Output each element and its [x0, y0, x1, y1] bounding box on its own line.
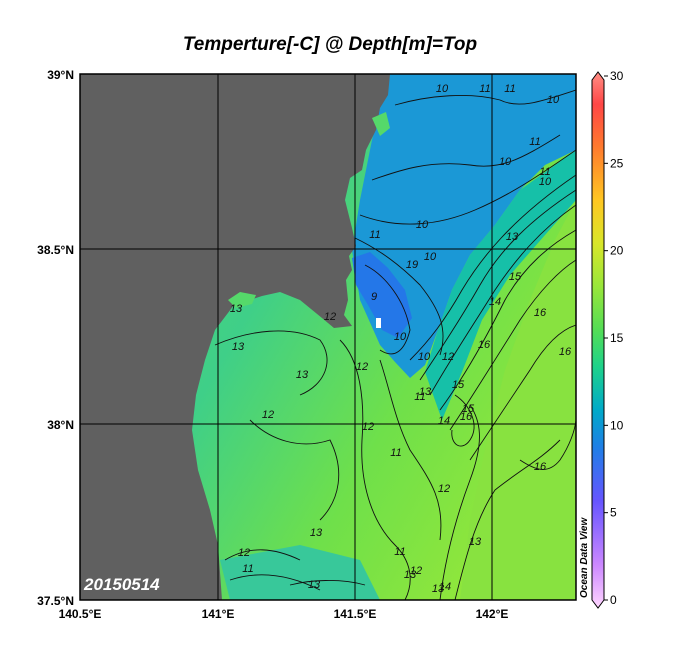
colorbar-tick-label: 0: [610, 593, 617, 607]
contour-label: 12: [356, 361, 368, 373]
contour-label: 13: [310, 527, 323, 539]
lat-label: 37.5°N: [37, 594, 74, 608]
contour-label: 10: [416, 219, 429, 231]
contour-label: 19: [406, 259, 418, 271]
contour-label: 15: [462, 403, 475, 415]
contour-label: 13: [432, 583, 445, 595]
lon-label: 141°E: [202, 607, 235, 621]
contour-label: 12: [324, 311, 336, 323]
contour-label: 12: [438, 483, 450, 495]
contour-label: 16: [534, 307, 547, 319]
contour-label: 10: [547, 94, 560, 106]
lon-label: 142°E: [476, 607, 509, 621]
lon-label: 140.5°E: [59, 607, 102, 621]
lat-label: 39°N: [47, 68, 74, 82]
longitude-axis: 140.5°E 141°E 141.5°E 142°E: [59, 607, 509, 621]
contour-label: 12: [238, 547, 250, 559]
contour-label: 12: [442, 351, 454, 363]
contour-label: 15: [452, 379, 465, 391]
contour-label: 14: [438, 415, 450, 427]
lat-label: 38°N: [47, 418, 74, 432]
lat-label: 38.5°N: [37, 243, 74, 257]
graticule: [80, 74, 576, 600]
colorbar-tick-label: 30: [610, 69, 624, 83]
colorbar-tick-label: 10: [610, 418, 624, 432]
colorbar-tick-label: 15: [610, 331, 624, 345]
contour-label: 11: [414, 391, 425, 403]
inlet-water: [372, 112, 390, 136]
colorbar-tick-label: 5: [610, 506, 617, 520]
contour-label: 10: [499, 156, 512, 168]
coastal-cool-band: [220, 545, 380, 600]
latitude-axis: 39°N 38.5°N 38°N 37.5°N: [37, 68, 74, 608]
map-title: Temperture[-C] @ Depth[m]=Top: [182, 34, 478, 55]
date-label: 20150514: [83, 575, 160, 594]
lon-label: 141.5°E: [334, 607, 377, 621]
contour-label: 13: [230, 303, 243, 315]
contour-label: 10: [394, 331, 407, 343]
contour-label: 11: [394, 546, 405, 558]
contour-label: 16: [534, 461, 547, 473]
contour-label: 13: [404, 569, 417, 581]
colorbar-tick-label: 25: [610, 156, 624, 170]
contour-label: 10: [436, 83, 449, 95]
colder-water-patch: [352, 252, 412, 338]
contour-label: 16: [460, 411, 473, 423]
land-mass: [80, 74, 390, 600]
map-frame: [79, 73, 577, 601]
colorbar-tick-label: 20: [610, 244, 624, 258]
contour-label: 12: [410, 565, 422, 577]
contour-label: 11: [369, 229, 380, 241]
contour-label: 11: [504, 83, 515, 95]
contour-lines: [214, 89, 576, 600]
colorbar-scale: [591, 71, 605, 609]
contour-label: 16: [559, 346, 572, 358]
contour-label: 11: [529, 136, 540, 148]
contour-label: 13: [419, 386, 432, 398]
ocean-data-view-watermark: Ocean Data View: [579, 517, 590, 598]
contour-label: 10: [418, 351, 431, 363]
contour-label: 13: [232, 341, 245, 353]
contour-label: 10: [424, 251, 437, 263]
contour-label: 13: [308, 579, 321, 591]
contour-label: 14: [489, 296, 501, 308]
contour-label: 13: [469, 536, 482, 548]
colorbar: 30 25 20 15 10 5 0: [591, 69, 624, 609]
data-gap-marker: [376, 318, 381, 328]
contour-label: 9: [371, 291, 377, 303]
contour-label: 12: [262, 409, 274, 421]
contour-label: 11: [390, 447, 401, 459]
contour-label: 12: [362, 421, 374, 433]
contour-label: 10: [539, 176, 552, 188]
contour-label: 11: [242, 563, 253, 575]
contour-label: 13: [296, 369, 309, 381]
contour-label: 15: [509, 271, 522, 283]
colorbar-ticks: 30 25 20 15 10 5 0: [604, 69, 624, 607]
contour-label: 16: [478, 339, 491, 351]
contour-label: 11: [539, 166, 550, 178]
contour-label: 11: [479, 83, 490, 95]
contour-label: 13: [506, 231, 519, 243]
bay-water: [228, 292, 256, 308]
contour-label: 14: [439, 581, 451, 593]
